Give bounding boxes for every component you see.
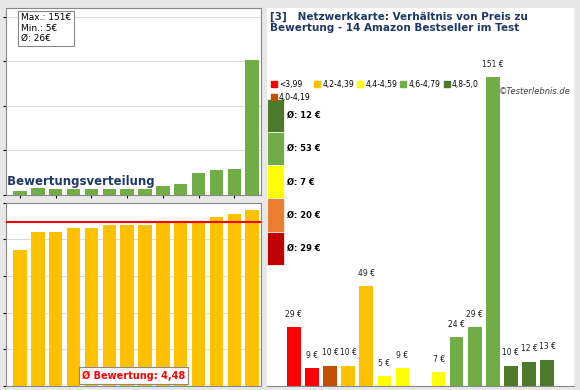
Bar — [103, 189, 116, 195]
Bar — [450, 337, 463, 386]
Bar — [192, 173, 205, 195]
Bar — [67, 229, 80, 386]
Bar — [378, 376, 391, 386]
Bar — [49, 189, 63, 195]
FancyBboxPatch shape — [267, 232, 284, 265]
Text: 5 €: 5 € — [378, 359, 390, 368]
Bar — [227, 169, 241, 195]
Bar — [174, 184, 187, 195]
Bar — [342, 366, 355, 386]
Text: [3]   Netzwerkkarte: Verhältnis von Preis zu
Bewertung - 14 Amazon Bestseller im: [3] Netzwerkkarte: Verhältnis von Preis … — [270, 12, 528, 34]
Bar — [138, 189, 152, 195]
Bar — [31, 188, 45, 195]
Text: Ø: 29 €: Ø: 29 € — [287, 244, 320, 253]
Text: 29 €: 29 € — [466, 310, 483, 319]
Text: Ø: 7 €: Ø: 7 € — [287, 177, 314, 186]
Bar — [287, 327, 300, 386]
Bar — [103, 225, 116, 386]
Bar — [468, 327, 481, 386]
Bar — [522, 362, 536, 386]
FancyBboxPatch shape — [267, 99, 284, 132]
Text: 29 €: 29 € — [285, 310, 302, 319]
Text: 10 €: 10 € — [322, 349, 339, 358]
Text: Ø Bewertung: 4,48: Ø Bewertung: 4,48 — [82, 370, 185, 381]
Text: 7 €: 7 € — [433, 355, 445, 363]
Text: 12 €: 12 € — [521, 344, 537, 353]
Bar — [210, 218, 223, 386]
Bar — [305, 368, 319, 386]
Bar — [245, 210, 259, 386]
Bar — [396, 368, 409, 386]
Bar — [13, 250, 27, 386]
FancyBboxPatch shape — [267, 132, 284, 165]
Text: Max.: 151€
Min.: 5€
Ø: 26€: Max.: 151€ Min.: 5€ Ø: 26€ — [21, 13, 71, 43]
Bar — [210, 170, 223, 195]
FancyBboxPatch shape — [267, 199, 284, 232]
Text: Ø: 12 €: Ø: 12 € — [287, 111, 321, 120]
Bar — [85, 189, 98, 195]
Bar — [360, 286, 373, 386]
Text: 9 €: 9 € — [396, 351, 408, 360]
Bar — [486, 77, 499, 386]
Text: Ø: 53 €: Ø: 53 € — [287, 144, 320, 153]
Text: ©Testerlebnis.de: ©Testerlebnis.de — [499, 87, 571, 96]
Text: 9 €: 9 € — [306, 351, 318, 360]
Bar — [49, 232, 63, 386]
Bar — [121, 225, 134, 386]
Text: 49 €: 49 € — [358, 269, 375, 278]
Bar — [432, 372, 445, 386]
Bar — [31, 232, 45, 386]
Bar — [323, 366, 337, 386]
Bar — [245, 60, 259, 195]
Bar — [504, 366, 518, 386]
Bar — [156, 186, 169, 195]
Text: 151 €: 151 € — [482, 60, 503, 69]
Text: 10 €: 10 € — [340, 349, 357, 358]
Bar — [541, 360, 554, 386]
FancyBboxPatch shape — [267, 165, 284, 199]
Bar — [13, 191, 27, 195]
Text: 24 €: 24 € — [448, 320, 465, 329]
Bar — [67, 189, 80, 195]
Text: Ø: 20 €: Ø: 20 € — [287, 211, 320, 220]
Bar — [138, 225, 152, 386]
Bar — [85, 229, 98, 386]
Bar — [192, 221, 205, 386]
Legend: <3,99, 4,0-4,19, 4,2-4,39, 4,4-4,59, 4,6-4,79, 4,8-5,0: <3,99, 4,0-4,19, 4,2-4,39, 4,4-4,59, 4,6… — [271, 80, 479, 101]
Text: 13 €: 13 € — [539, 342, 556, 351]
Bar — [174, 221, 187, 386]
Bar — [121, 189, 134, 195]
Text: [1]  Bewertungsverteilung: [1] Bewertungsverteilung — [0, 175, 155, 188]
Text: 10 €: 10 € — [502, 349, 519, 358]
Bar — [156, 221, 169, 386]
Bar — [227, 214, 241, 386]
